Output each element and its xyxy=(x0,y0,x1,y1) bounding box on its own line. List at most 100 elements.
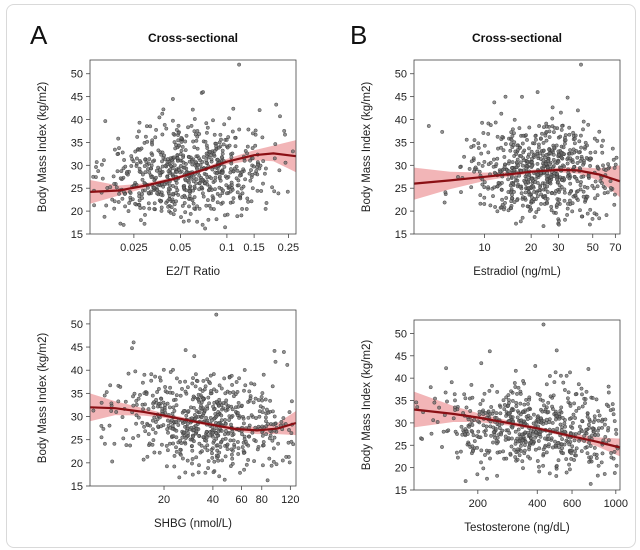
data-point xyxy=(147,170,152,175)
data-point xyxy=(264,407,269,412)
data-point xyxy=(165,159,170,164)
data-point xyxy=(527,445,531,449)
data-point xyxy=(114,185,119,190)
plot-frame xyxy=(89,309,297,487)
data-point xyxy=(544,382,549,387)
data-point xyxy=(574,446,579,451)
data-point xyxy=(534,190,539,195)
data-point xyxy=(506,393,511,397)
data-point xyxy=(566,170,571,175)
data-point xyxy=(579,145,583,150)
data-point xyxy=(238,470,242,475)
data-point xyxy=(201,435,206,440)
data-point xyxy=(197,463,201,468)
data-point xyxy=(137,120,142,125)
data-point xyxy=(256,162,260,167)
data-point xyxy=(568,467,572,472)
data-point xyxy=(185,458,190,463)
data-point xyxy=(512,167,517,172)
data-point xyxy=(191,201,196,206)
data-point xyxy=(241,421,246,426)
data-point xyxy=(509,130,514,135)
data-point xyxy=(219,413,224,418)
data-point xyxy=(549,191,554,196)
data-point xyxy=(180,195,185,200)
data-point xyxy=(581,194,586,199)
data-point xyxy=(612,471,617,475)
data-point xyxy=(205,125,210,130)
data-point xyxy=(514,450,519,455)
data-point xyxy=(517,126,522,131)
data-point xyxy=(217,383,222,388)
data-point xyxy=(548,181,553,186)
data-point xyxy=(543,161,548,166)
data-point xyxy=(186,125,190,130)
data-point xyxy=(254,416,258,420)
data-point xyxy=(544,138,549,143)
data-point xyxy=(580,392,584,397)
y-tick-label: 35 xyxy=(71,137,83,149)
data-point xyxy=(128,443,133,448)
data-point xyxy=(482,195,487,200)
data-point xyxy=(190,448,195,453)
data-point xyxy=(605,190,610,195)
data-point xyxy=(554,417,558,422)
x-tick-label: 70 xyxy=(609,242,621,254)
data-point xyxy=(216,454,221,459)
data-point xyxy=(575,179,580,184)
data-point xyxy=(559,127,564,132)
data-point xyxy=(553,443,558,448)
data-point xyxy=(116,200,121,204)
data-point xyxy=(243,177,248,182)
fit-line xyxy=(413,168,621,185)
data-point xyxy=(121,436,126,441)
data-point xyxy=(229,180,234,185)
data-point xyxy=(230,407,235,412)
data-point xyxy=(510,193,514,197)
y-tick-label: 40 xyxy=(395,115,407,127)
data-point xyxy=(511,127,515,132)
data-point xyxy=(583,397,588,401)
data-point xyxy=(466,442,471,446)
data-point xyxy=(147,441,152,446)
data-point xyxy=(513,368,518,373)
data-point xyxy=(479,460,483,465)
data-point xyxy=(564,470,569,475)
data-point xyxy=(211,372,216,376)
data-point xyxy=(494,416,499,420)
data-point xyxy=(194,160,198,165)
data-point xyxy=(181,409,186,413)
data-point xyxy=(160,406,165,411)
data-point xyxy=(122,158,127,162)
data-point xyxy=(501,148,506,153)
data-point xyxy=(535,161,540,166)
data-point xyxy=(283,160,288,165)
data-point xyxy=(431,418,436,423)
data-point xyxy=(152,207,157,211)
data-point xyxy=(443,390,448,395)
data-point xyxy=(583,445,588,450)
data-point xyxy=(138,392,142,397)
data-point xyxy=(596,409,601,414)
data-point xyxy=(521,195,525,200)
data-point xyxy=(215,200,220,205)
data-point xyxy=(469,382,474,387)
data-point xyxy=(451,416,456,421)
data-point xyxy=(212,387,216,392)
data-point xyxy=(231,394,236,399)
data-point xyxy=(532,412,536,417)
data-point xyxy=(287,460,292,465)
y-axis-label: Body Mass Index (kg/m2) xyxy=(37,333,49,464)
data-point xyxy=(149,378,154,383)
data-point xyxy=(604,213,609,218)
data-point xyxy=(560,124,564,128)
data-point xyxy=(486,450,491,455)
data-point xyxy=(219,386,224,391)
y-tick-label: 15 xyxy=(71,481,83,493)
data-point xyxy=(191,439,196,444)
data-point xyxy=(117,146,121,151)
y-tick-label: 20 xyxy=(71,206,83,218)
data-point xyxy=(209,447,214,452)
data-point xyxy=(237,376,242,381)
data-point xyxy=(180,386,184,391)
